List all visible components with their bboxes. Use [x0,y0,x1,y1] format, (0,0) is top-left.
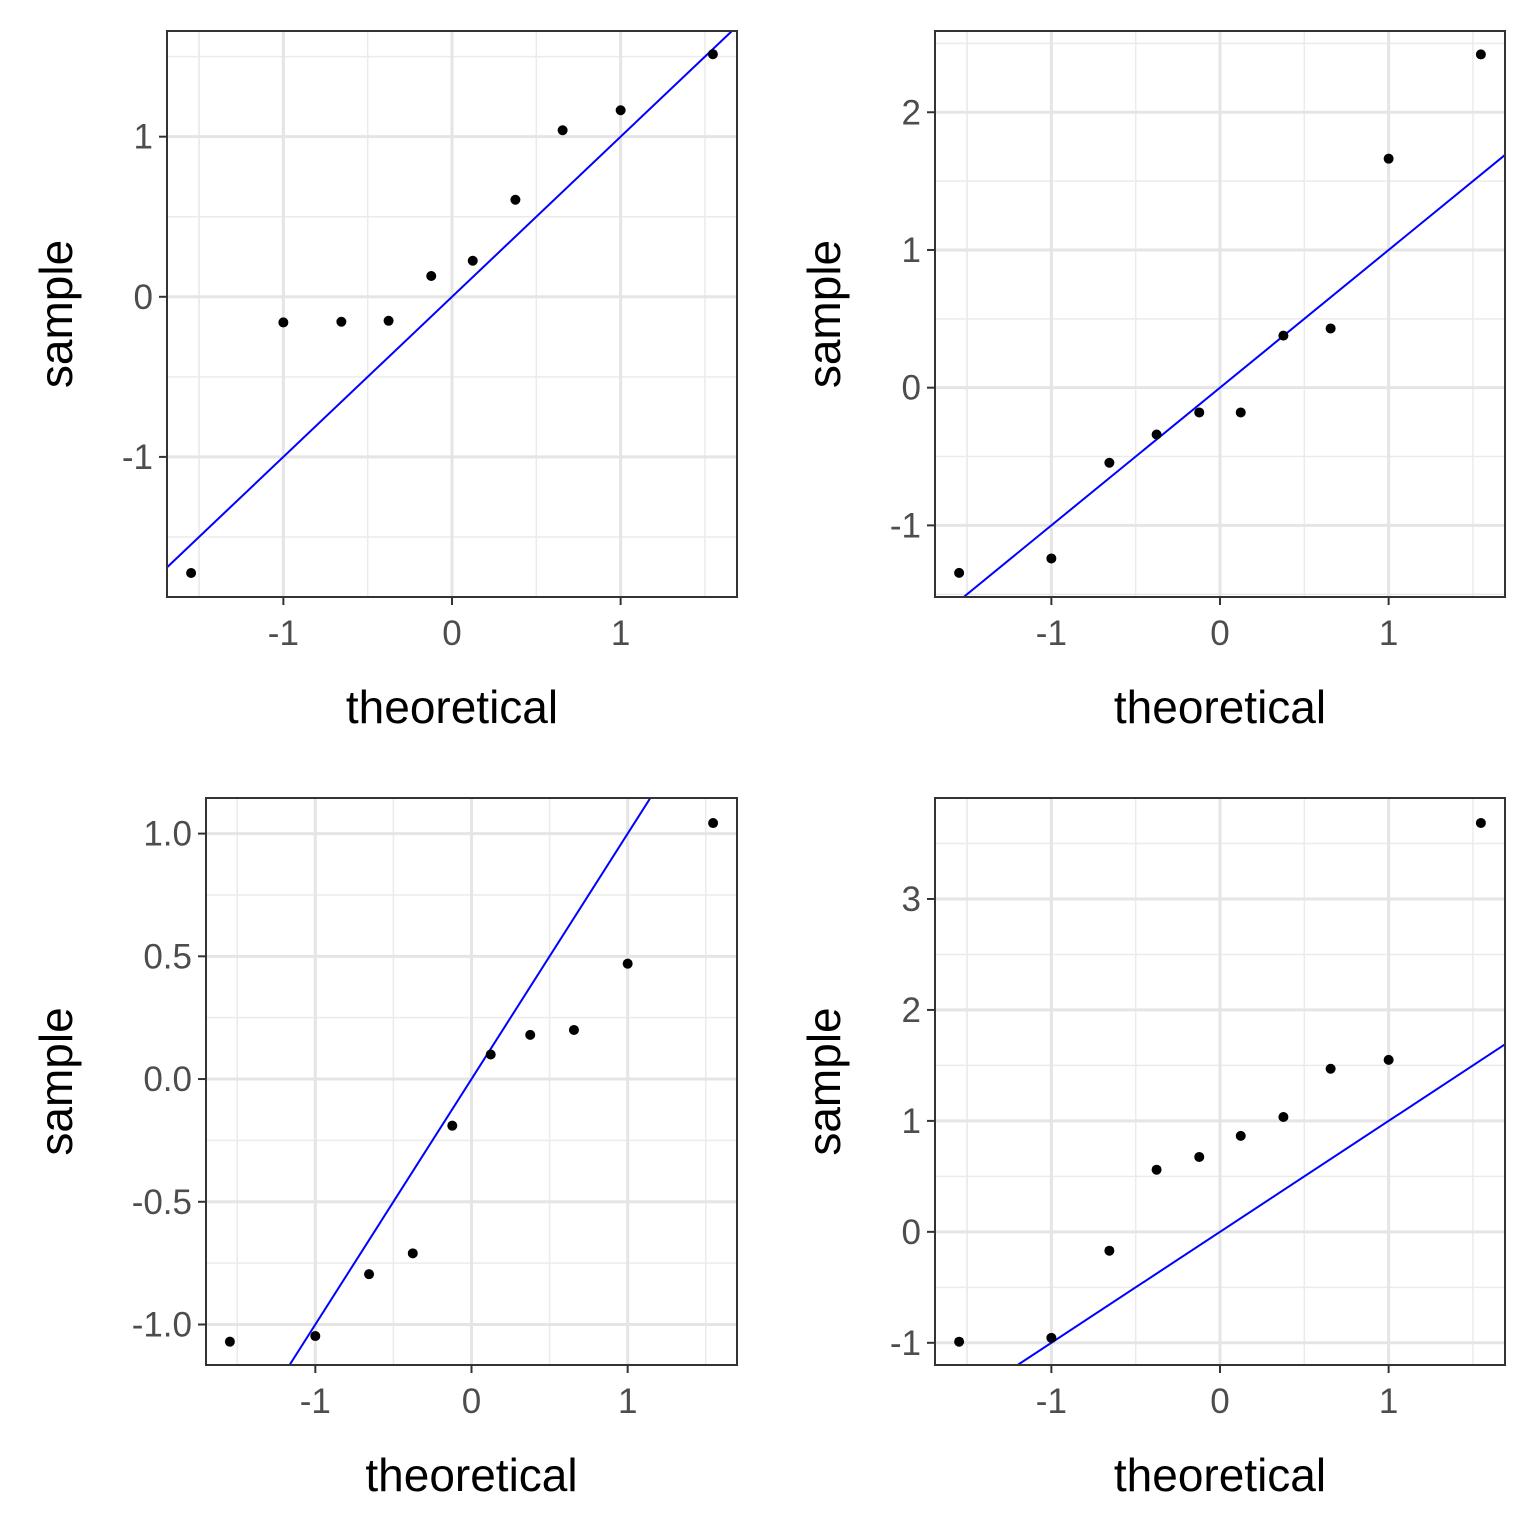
qq-panel-3: -1 0 1 -1.0 -0.5 0.0 0.5 1.0 theoretical sample [30,797,738,1501]
data-point [954,1336,965,1347]
data-point [568,1024,579,1035]
y-tick-label: -1 [890,1324,921,1363]
y-axis-title: sample [30,240,82,388]
data-point [278,317,289,328]
data-point [1278,1112,1289,1123]
data-point [1278,330,1289,341]
data-point [954,567,965,578]
data-point [336,316,347,327]
panel-border [166,30,738,598]
x-tick-label: 0 [1210,614,1229,653]
data-point [1475,817,1486,828]
qq-panel-4: -1 0 1 -1 0 1 2 3 theoretical sample [798,797,1506,1501]
y-tick-label: 1 [134,118,153,157]
data-point [1194,407,1205,418]
data-point [407,1248,418,1259]
data-point [1235,1130,1246,1141]
x-tick-label: -1 [1036,614,1067,653]
x-tick-label: 1 [1379,614,1398,653]
data-point [1194,1151,1205,1162]
data-point [1046,1332,1057,1343]
data-point [1151,1164,1162,1175]
x-axis-title: theoretical [1114,681,1326,733]
x-axis-title: theoretical [1114,1449,1326,1501]
x-axis-title: theoretical [346,681,558,733]
data-point [708,818,719,829]
x-tick-label: -1 [268,614,299,653]
y-tick-label: 0 [902,1213,921,1252]
data-point [1151,429,1162,440]
x-tick-label: 0 [462,1382,481,1421]
data-point [1325,323,1336,334]
x-axis-title: theoretical [365,1449,577,1501]
x-tick-label: 1 [618,1382,637,1421]
data-point [510,194,521,205]
y-axis-title: sample [30,1007,82,1155]
data-point [310,1331,321,1342]
x-tick-label: -1 [300,1382,331,1421]
panel-border [205,797,738,1366]
y-tick-label: 1 [902,231,921,270]
data-point [1046,553,1057,564]
y-tick-label: -1.0 [132,1306,192,1345]
y-tick-label: 1.0 [143,815,192,854]
data-point [224,1336,235,1347]
data-point [1235,407,1246,418]
data-point [485,1049,496,1060]
y-tick-label: 0.0 [143,1060,192,1099]
y-axis-title: sample [798,240,850,388]
data-point [557,125,568,136]
reference-line [963,154,1505,597]
data-point [186,567,197,578]
data-point [1475,49,1486,60]
data-point [426,270,437,281]
data-point [1383,153,1394,164]
reference-line [288,798,652,1365]
x-tick-label: 0 [442,614,461,653]
data-point [525,1029,536,1040]
data-point [447,1120,458,1131]
y-tick-label: -1 [122,438,153,477]
qq-panel-1: -1 0 1 -1 0 1 theoretical sample [30,30,738,733]
y-tick-label: 2 [902,991,921,1030]
x-tick-label: 0 [1210,1382,1229,1421]
y-tick-label: 0.5 [143,937,192,976]
y-tick-label: 0 [134,278,153,317]
data-point [1104,1245,1115,1256]
y-tick-label: -0.5 [132,1183,192,1222]
qq-panel-2: -1 0 1 -1 0 1 2 theoretical sample [798,30,1506,733]
data-point [615,105,626,116]
y-tick-label: -1 [890,506,921,545]
x-tick-label: -1 [1036,1382,1067,1421]
panel-border [934,30,1506,598]
y-tick-label: 2 [902,93,921,132]
panel-border [934,797,1506,1366]
data-point [364,1269,375,1280]
data-point [1325,1063,1336,1074]
x-tick-label: 1 [1379,1382,1398,1421]
data-point [707,49,718,60]
y-tick-label: 1 [902,1102,921,1141]
data-point [1104,457,1115,468]
data-point [622,958,633,969]
y-tick-label: 0 [902,369,921,408]
data-point [383,315,394,326]
reference-line [1017,1043,1505,1365]
data-point [1383,1054,1394,1065]
reference-line [167,31,733,569]
y-tick-label: 3 [902,880,921,919]
x-tick-label: 1 [611,614,630,653]
data-point [467,255,478,266]
y-axis-title: sample [798,1007,850,1155]
